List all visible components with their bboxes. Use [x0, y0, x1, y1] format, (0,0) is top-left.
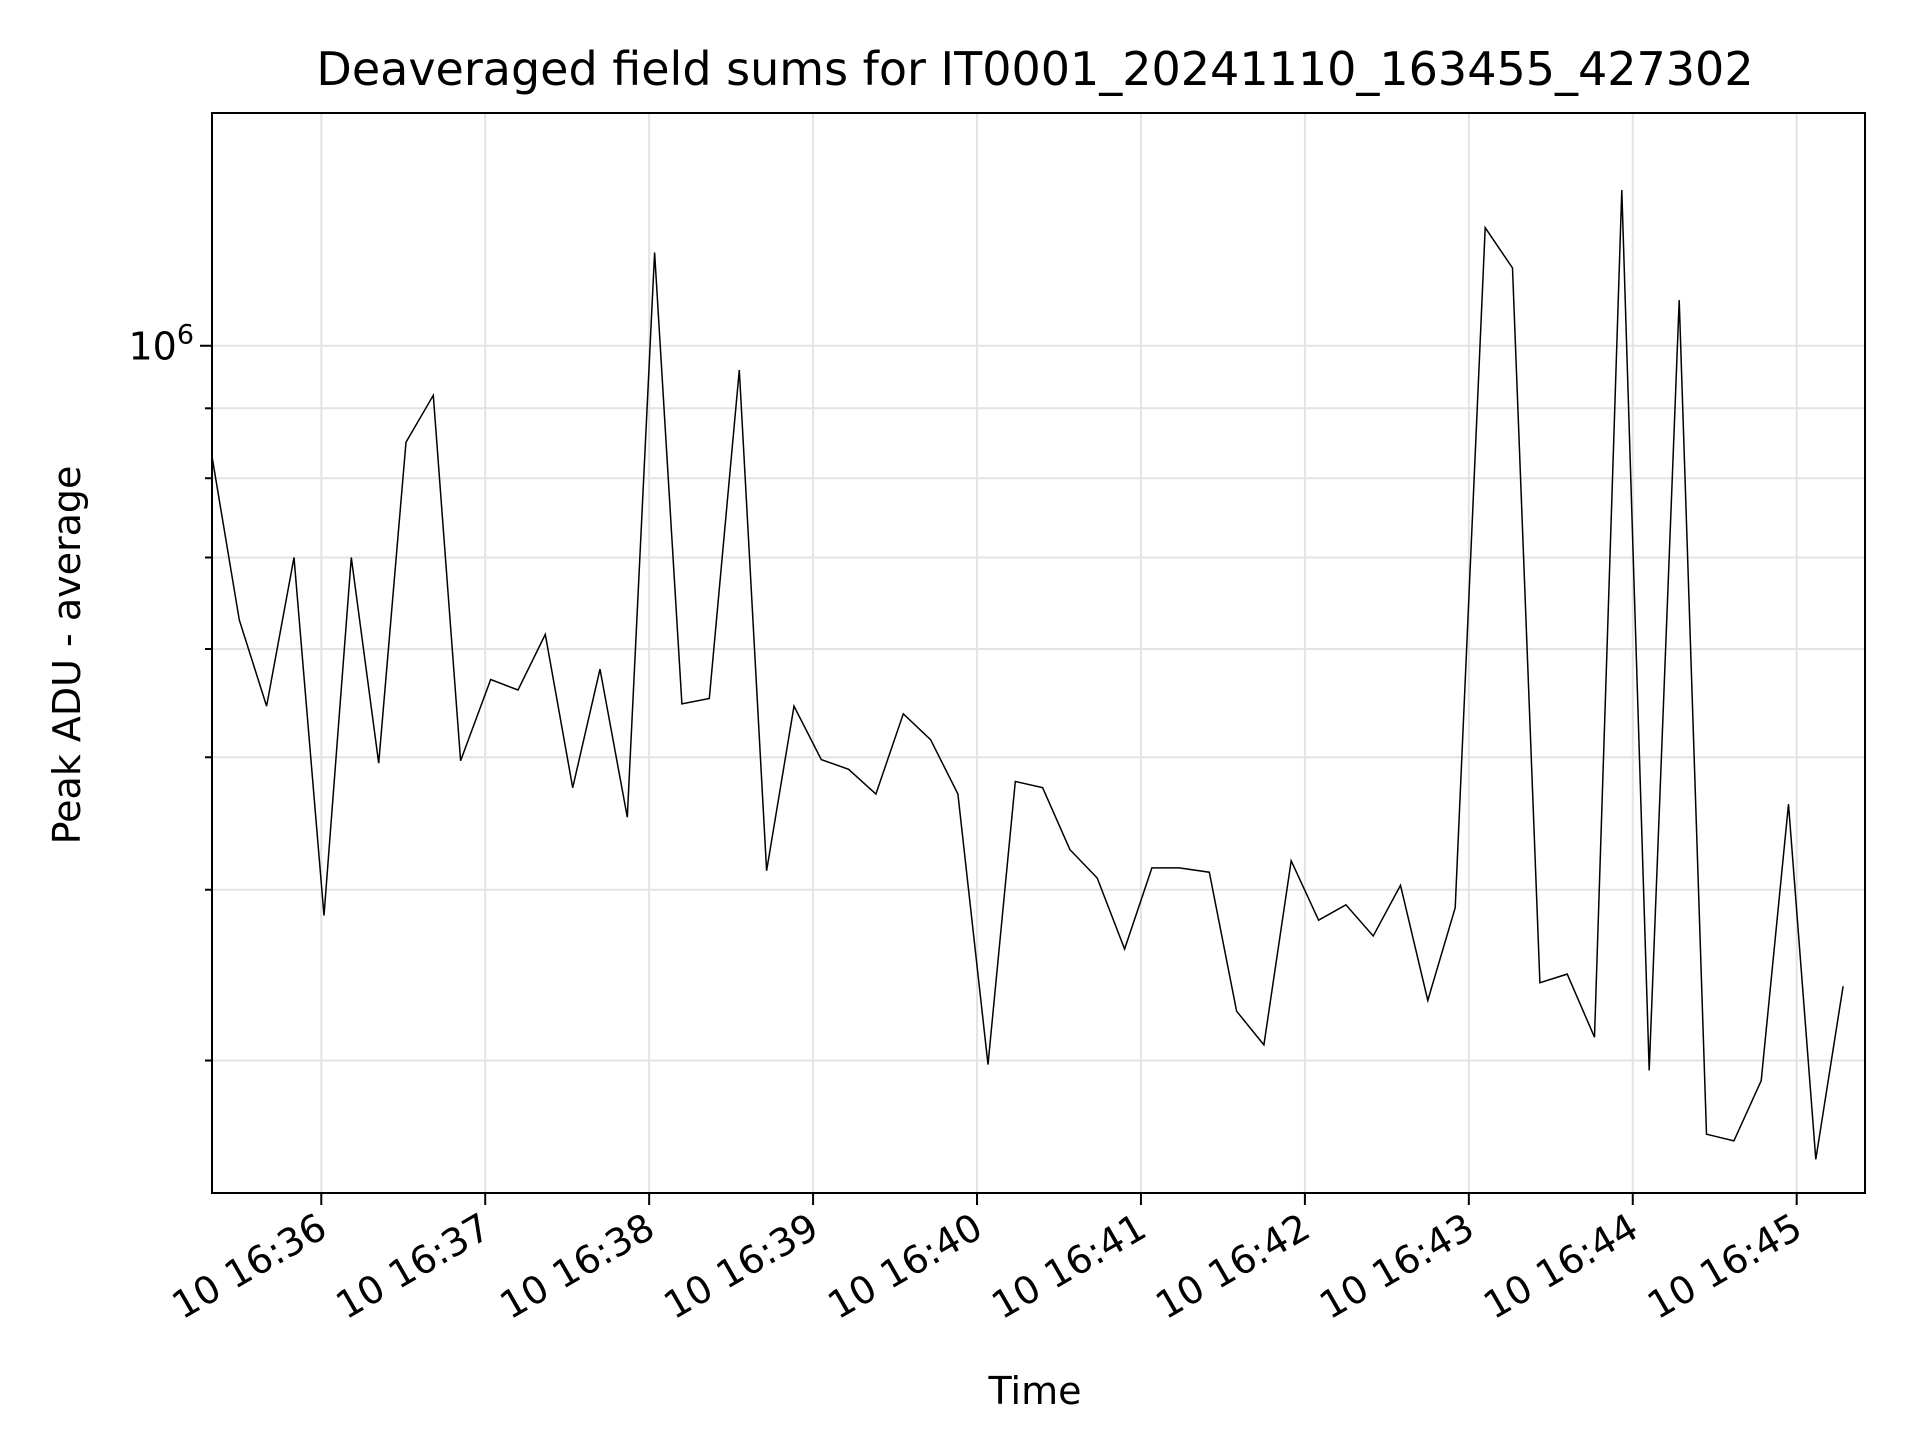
y-tick-label: 106: [128, 320, 194, 369]
series-line: [211, 189, 1844, 1160]
y-axis-label: Peak ADU - average: [45, 466, 89, 845]
grid: [212, 113, 1865, 1193]
chart-title: Deaveraged field sums for IT0001_2024111…: [316, 42, 1753, 96]
plot-frame: [211, 112, 1866, 1194]
x-axis-label: Time: [988, 1369, 1082, 1413]
series-layer: [211, 189, 1844, 1160]
